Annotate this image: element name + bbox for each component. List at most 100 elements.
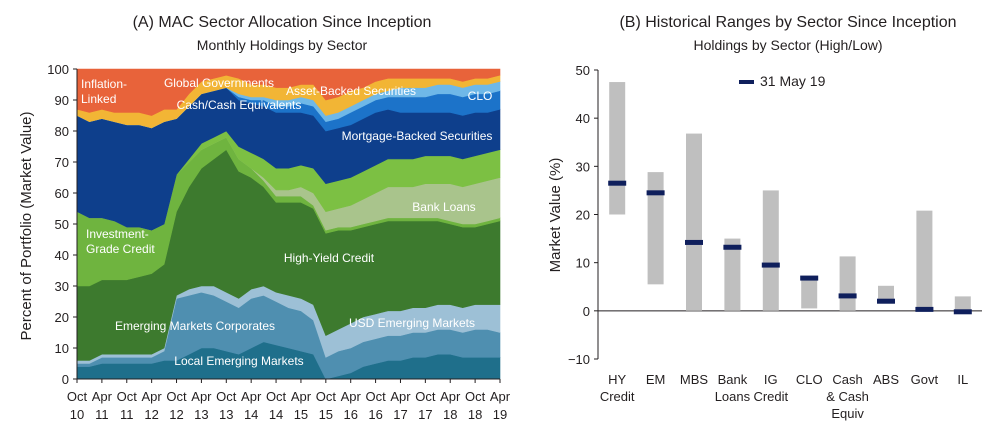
- chart-b-ytick-label: 50: [576, 63, 590, 78]
- chart-b-title: (B) Historical Ranges by Sector Since In…: [619, 14, 956, 31]
- chart-b-category-label: Govt: [911, 372, 939, 387]
- chart-a-xtick-label: Oct: [216, 389, 237, 404]
- chart-a-label-cash-cash-equivalents: Cash/Cash Equivalents: [177, 98, 302, 112]
- range-bar-em: [647, 172, 664, 285]
- range-bar-mbs: [686, 133, 702, 311]
- chart-a-xtick-label: 18: [468, 407, 482, 422]
- chart-a-label-global-governments: Global Governments: [164, 76, 274, 90]
- chart-a-xtick-label: Oct: [415, 389, 436, 404]
- chart-a-xtick-label: 18: [443, 407, 457, 422]
- chart-a-xtick-label: Apr: [291, 389, 312, 404]
- chart-a-xtick-label: 17: [393, 407, 407, 422]
- chart-a-ytick-label: 100: [47, 62, 69, 77]
- chart-a-xtick-label: Apr: [341, 389, 362, 404]
- chart-b-ytick-label: 10: [576, 256, 590, 271]
- chart-a-ytick-label: 20: [55, 310, 69, 325]
- chart-a-xtick-label: 13: [194, 407, 208, 422]
- chart-a-label-asset-backed-securities: Asset-Backed Securities: [286, 84, 416, 98]
- chart-a-ytick-label: 40: [55, 248, 69, 263]
- chart-a-xtick-label: 13: [219, 407, 233, 422]
- current-marker-bank-loans: [723, 244, 742, 250]
- range-bar-clo: [801, 276, 818, 309]
- chart-a-ylabel: Percent of Portfolio (Market Value): [18, 112, 35, 341]
- chart-a-ytick-label: 50: [55, 217, 69, 232]
- chart-b-category-label: CLO: [796, 372, 823, 387]
- chart-a-xtick-label: 16: [368, 407, 382, 422]
- chart-a-label-usd-emerging-markets: USD Emerging Markets: [349, 316, 475, 330]
- chart-a-label-inflation-linked: Inflation-Linked: [81, 77, 127, 106]
- range-bar-il: [954, 296, 971, 311]
- range-bar-hy-credit: [609, 82, 626, 215]
- chart-b-ytick-label: 30: [576, 159, 590, 174]
- chart-a-ytick-label: 10: [55, 341, 69, 356]
- chart-a-plot: 0 10 20 30 40 50 60 70 80 90 100 Oct 10 Apr 11 Oct 11 Apr…: [47, 62, 510, 422]
- chart-b-category-label: MBS: [680, 372, 709, 387]
- chart-a-xtick-label: 14: [269, 407, 283, 422]
- chart-a-xtick-label: 19: [493, 407, 507, 422]
- chart-b-category-label: HY Credit: [600, 372, 635, 404]
- legend-label: 31 May 19: [760, 73, 826, 89]
- chart-b-category-label: ABS: [873, 372, 899, 387]
- chart-a-label-bank-loans: Bank Loans: [412, 200, 475, 214]
- chart-b-ytick-label: −10: [568, 352, 590, 367]
- chart-a-ytick-label: 0: [62, 372, 69, 387]
- chart-b-ytick-label: 20: [576, 208, 590, 223]
- chart-a-ytick-label: 90: [55, 93, 69, 108]
- chart-b-category-label: Cash & Cash Equiv: [826, 372, 869, 421]
- chart-b-ytick-label: 0: [583, 304, 590, 319]
- chart-a-xtick-label: Oct: [465, 389, 486, 404]
- chart-a-xtick-label: Oct: [316, 389, 337, 404]
- current-marker-abs: [877, 298, 895, 304]
- chart-b-legend: 31 May 19: [739, 73, 826, 89]
- chart-a-xtick-label: 12: [169, 407, 183, 422]
- chart-a-xtick-label: Oct: [166, 389, 187, 404]
- range-bar-bank-loans: [724, 238, 741, 311]
- range-bar-ig-credit: [762, 190, 779, 311]
- legend-marker-31-may-19: [739, 80, 754, 84]
- chart-a-xtick-label: Oct: [67, 389, 88, 404]
- chart-a-xtick-label: Apr: [142, 389, 163, 404]
- current-marker-em: [646, 190, 665, 196]
- chart-b-ylabel: Market Value (%): [547, 158, 564, 273]
- current-marker-hy-credit: [608, 180, 627, 186]
- chart-a-xtick-label: Oct: [365, 389, 386, 404]
- chart-a-label-mortgage-backed-securities: Mortgage-Backed Securities: [342, 129, 493, 143]
- chart-a-ytick-label: 60: [55, 186, 69, 201]
- range-bar-cash-cash-equiv: [839, 256, 856, 311]
- chart-a-xtick-label: 16: [343, 407, 357, 422]
- chart-a-annotations: Inflation-Linked Global Governments Cash/C…: [81, 76, 492, 368]
- chart-a-ytick-label: 30: [55, 279, 69, 294]
- chart-a-label-investment-grade-credit: Investment-Grade Credit: [86, 227, 155, 256]
- chart-a-label-local-emerging-markets: Local Emerging Markets: [174, 354, 303, 368]
- current-marker-cash-cash-equiv: [838, 293, 857, 299]
- chart-a-xtick-label: 15: [294, 407, 308, 422]
- chart-a-xtick-label: 11: [95, 407, 109, 422]
- chart-a-xtick-label: Apr: [191, 389, 212, 404]
- chart-a-label-emerging-markets-corporates: Emerging Markets Corporates: [115, 319, 275, 333]
- area-series-global-governments: [76, 68, 501, 116]
- chart-a-ytick-label: 70: [55, 155, 69, 170]
- chart-a-xtick-label: Apr: [92, 389, 113, 404]
- chart-b-category-label: Bank Loans: [715, 372, 751, 404]
- chart-a-xtick-label: Apr: [241, 389, 262, 404]
- chart-a-label-high-yield-credit: High-Yield Credit: [284, 251, 375, 265]
- chart-a-xtick-label: 10: [70, 407, 84, 422]
- chart-a-label-clo: CLO: [468, 89, 493, 103]
- chart-b-category-label: IL: [957, 372, 968, 387]
- chart-a-xtick-label: 12: [144, 407, 158, 422]
- current-marker-mbs: [685, 239, 703, 245]
- chart-a-subtitle: Monthly Holdings by Sector: [197, 37, 368, 53]
- chart-a-xtick-label: 15: [319, 407, 333, 422]
- chart-a-xtick-label: 14: [244, 407, 258, 422]
- chart-a-xtick-label: Apr: [490, 389, 511, 404]
- chart-b-subtitle: Holdings by Sector (High/Low): [693, 37, 882, 53]
- chart-b-category-label: IG Credit: [753, 372, 788, 404]
- current-marker-govt: [915, 306, 934, 312]
- chart-b-ytick-label: 40: [576, 111, 590, 126]
- range-bar-govt: [916, 210, 933, 311]
- chart-a-xtick-label: Apr: [440, 389, 461, 404]
- chart-a-ytick-label: 80: [55, 124, 69, 139]
- chart-a-xtick-label: 11: [120, 407, 134, 422]
